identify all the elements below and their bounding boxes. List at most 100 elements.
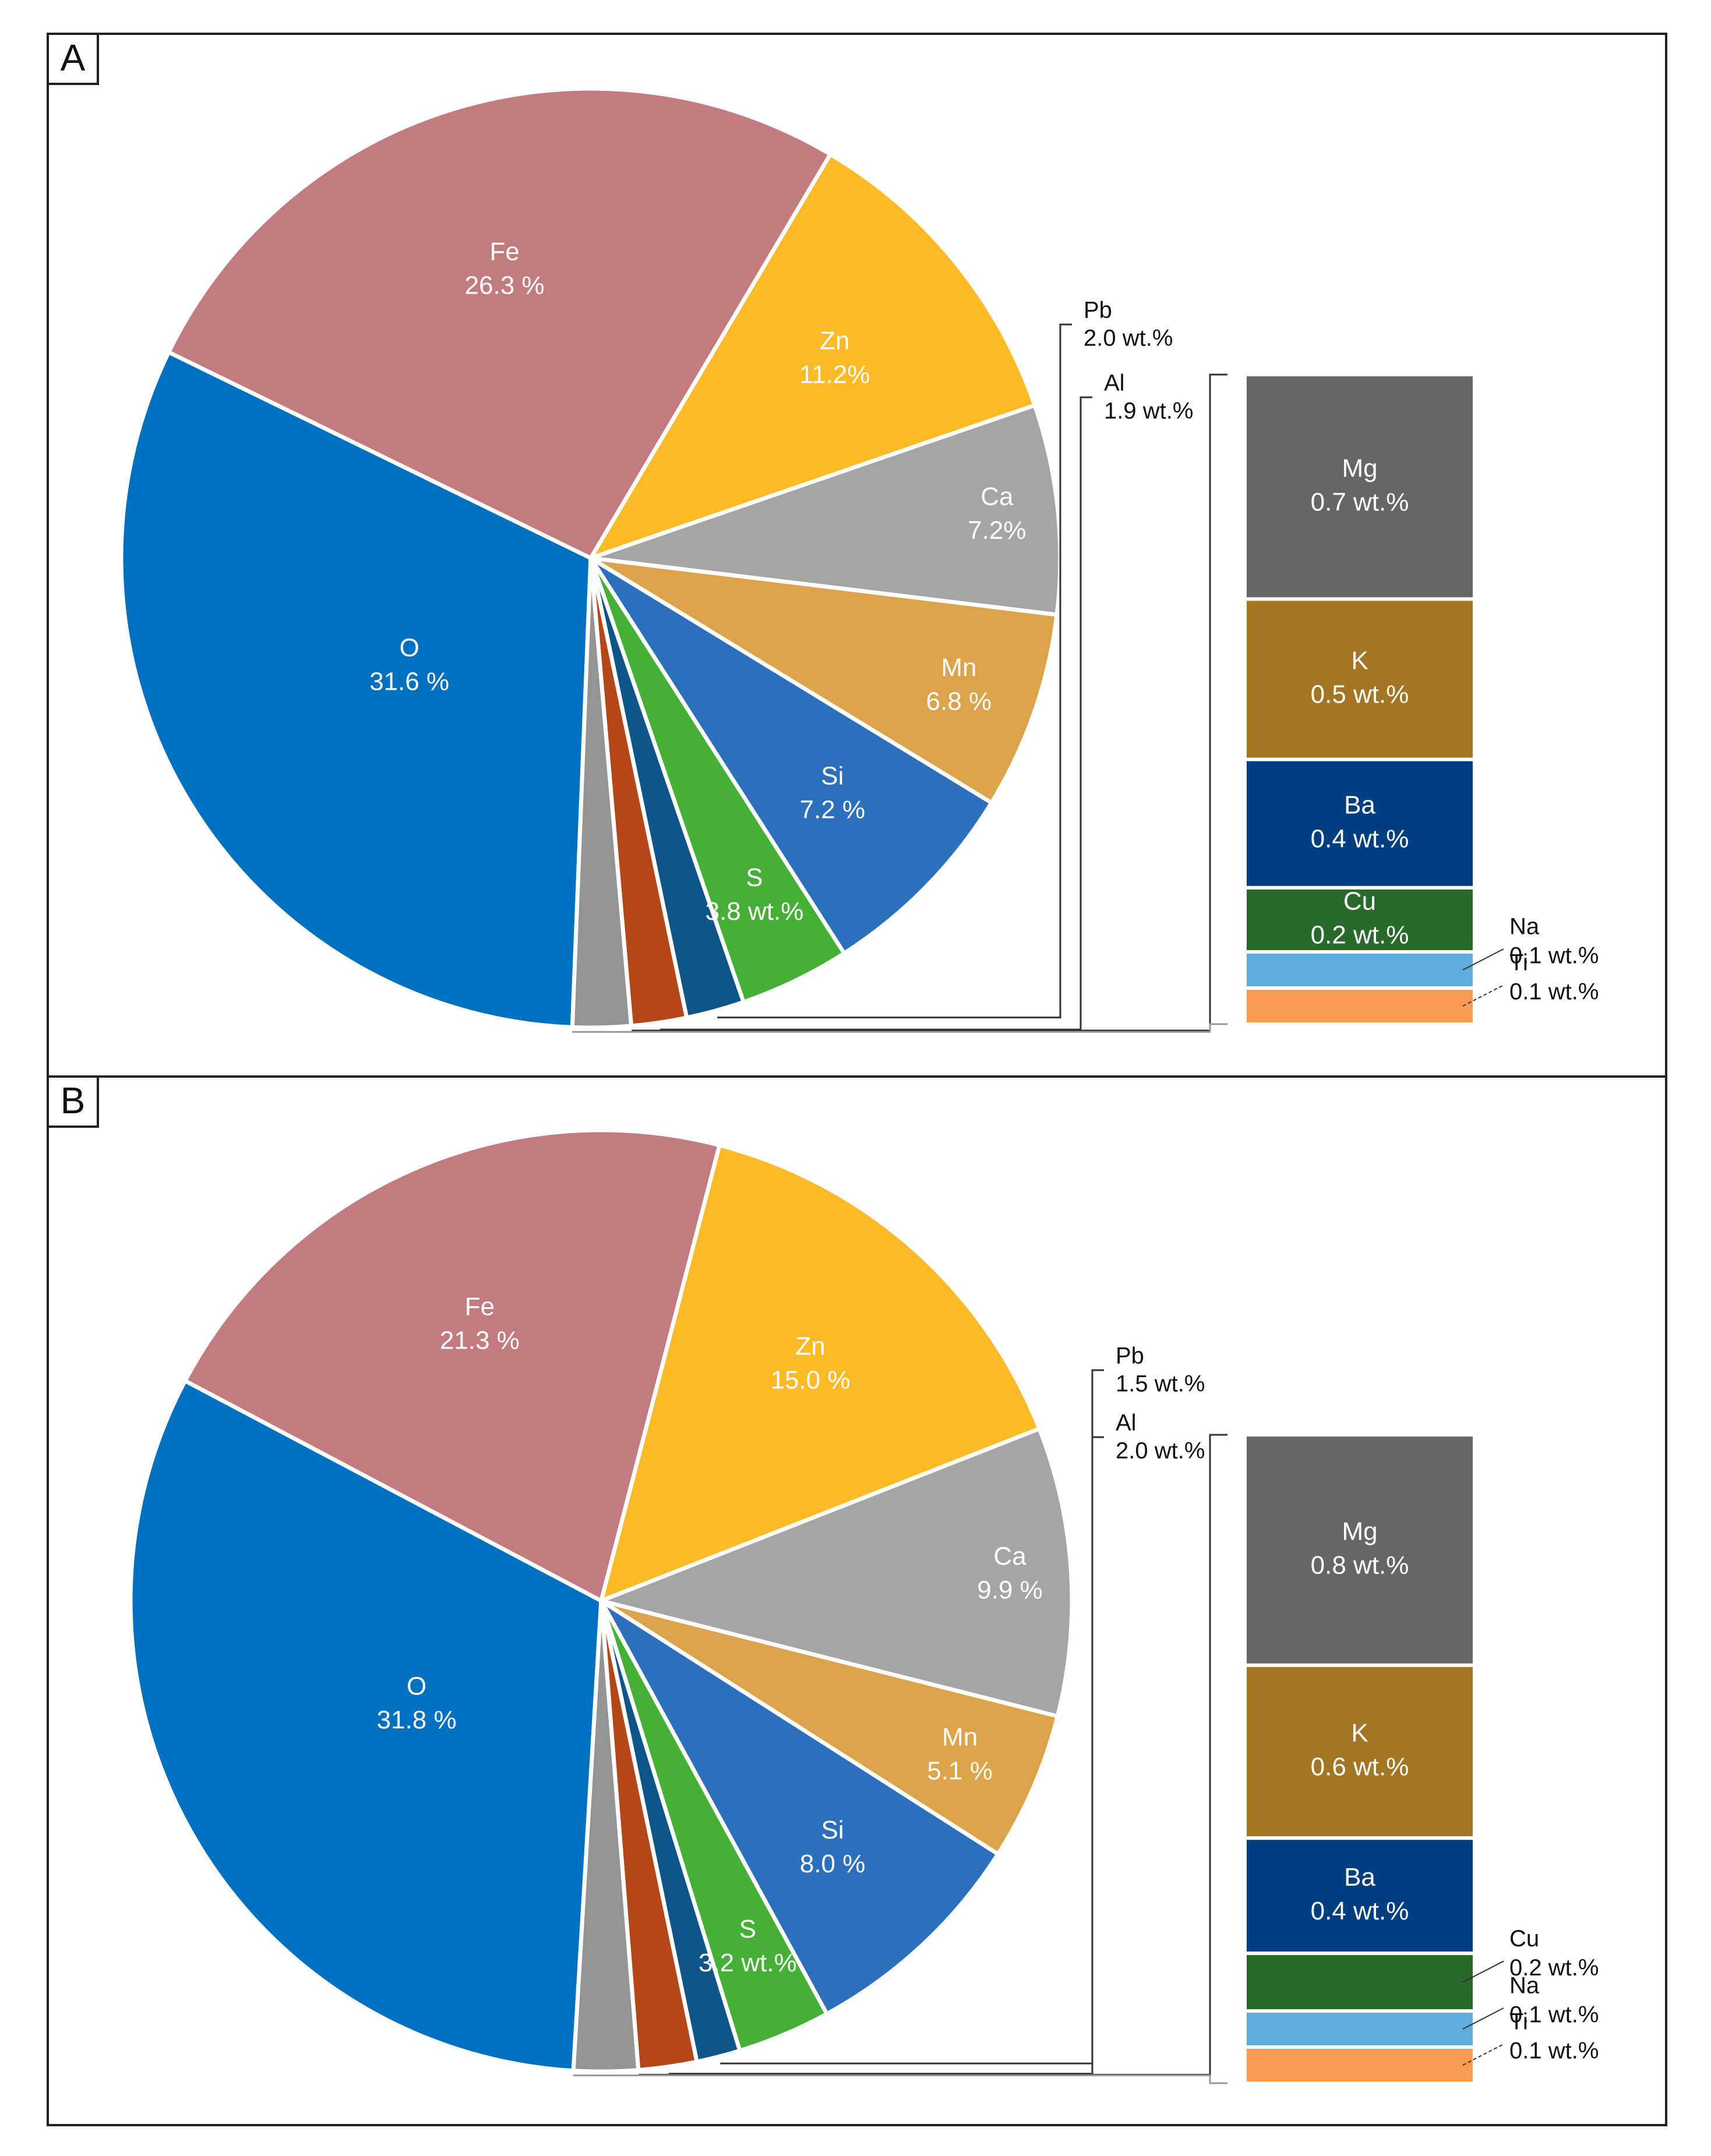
slice-value-mn: 6.8 % [926,687,992,715]
callout-line-al [660,396,1092,1031]
breakdown-leader-ti [1462,2044,1504,2066]
breakdown-name-ba: Ba [1344,1863,1375,1892]
slice-value-mn: 5.1 % [927,1757,993,1786]
breakdown-value-ba: 0.4 wt.% [1311,824,1409,853]
slice-value-s: 3.8 wt.% [705,897,804,926]
breakdown-name-na: Na [1509,914,1540,940]
callout-value-al: 1.9 wt.% [1104,398,1193,424]
breakdown-leader-ti [1462,985,1504,1007]
slice-value-zn: 11.2% [799,361,870,389]
slice-name-o: O [407,1672,426,1700]
callout-name-pb: Pb [1084,298,1112,323]
breakdown-value-k: 0.5 wt.% [1311,680,1409,709]
breakdown-value-na: 0.1 wt.% [1509,943,1599,969]
slice-name-mn: Mn [941,653,976,682]
slice-name-s: S [739,1915,756,1943]
breakdown-bar-na [1243,950,1476,990]
breakdown-bar-k [1243,1663,1476,1840]
breakdown-value-ti: 0.1 wt.% [1509,979,1599,1005]
callout-value-pb: 2.0 wt.% [1084,326,1173,351]
breakdown-name-cu: Cu [1509,1926,1539,1952]
pie-slice-s [588,556,846,1004]
pie-slice-zn [588,152,1037,560]
pie-slice-si [588,556,994,955]
callout-name-pb: Pb [1116,1343,1144,1369]
slice-name-o: O [400,634,419,662]
callout-name-al: Al [1104,370,1125,396]
panel-label: B [61,1079,86,1121]
slice-value-ca: 7.2% [968,516,1026,545]
panel-label: A [61,37,86,79]
breakdown-bar-cu [1243,1952,1476,2013]
bracket-line-upper [632,373,1227,1032]
callout-value-al: 2.0 wt.% [1116,1438,1205,1464]
breakdown-value-mg: 0.7 wt.% [1311,488,1409,516]
panel-a: A O 31.6 % Fe 26.3 % Zn 11.2% Ca 7.2% Mn 6.8 % Si 7.… [47,33,1599,1033]
slice-name-mn: Mn [942,1723,978,1752]
callout-name-al: Al [1116,1410,1137,1436]
slice-value-o: 31.8 % [377,1706,457,1734]
breakdown-leader-na [1462,948,1504,971]
panel-label-box [47,1075,99,1128]
slice-name-ca: Ca [993,1542,1026,1571]
slice-value-ca: 9.9 % [977,1576,1043,1604]
breakdown-name-mg: Mg [1342,1517,1377,1545]
breakdown-leader-cu [1462,1960,1504,1983]
slice-name-fe: Fe [465,1292,495,1321]
panel-b: B O 31.8 % Fe 21.3 % Zn 15.0 % Ca 9.9 % Mn 5.1 % Si… [47,1075,1599,2085]
pie-slice-mn [588,556,1059,805]
slice-value-si: 7.2 % [800,795,866,824]
slice-name-si: Si [821,1816,844,1844]
breakdown-name-ba: Ba [1344,791,1375,819]
breakdown-name-ti: Ti [1509,950,1528,976]
slice-value-o: 31.6 % [369,668,449,696]
breakdown-bar-ti [1243,986,1476,1026]
slice-value-fe: 26.3 % [465,271,545,299]
pie-slice-zn [599,1143,1042,1603]
slice-value-si: 8.0 % [800,1850,866,1878]
slice-value-s: 3.2 wt.% [698,1949,797,1977]
pie-slice-other [571,1599,641,2074]
pie-slice-other [570,556,634,1030]
breakdown-bar-mg [1243,373,1476,601]
pie-slice-fe [183,1128,722,1603]
breakdown-bar-na [1243,2009,1476,2049]
breakdown-value-cu: 0.2 wt.% [1311,921,1409,950]
breakdown-name-na: Na [1509,1973,1540,1999]
pie-slice-mn [599,1599,1060,1857]
slice-value-fe: 21.3 % [440,1326,520,1354]
breakdown-bar-k [1243,597,1476,761]
breakdown-bar-ba [1243,757,1476,890]
slice-name-ca: Ca [980,482,1014,511]
pie-slice-ca [588,403,1063,617]
breakdown-name-cu: Cu [1343,887,1376,916]
breakdown-value-ba: 0.4 wt.% [1311,1897,1409,1925]
breakdown-value-na: 0.1 wt.% [1509,2002,1599,2028]
callout-value-pb: 1.5 wt.% [1116,1371,1205,1397]
breakdown-name-ti: Ti [1509,2009,1528,2035]
breakdown-bar-cu [1243,885,1476,954]
breakdown-name-k: K [1351,647,1368,675]
callout-line-al [668,1436,1104,2075]
breakdown-value-cu: 0.2 wt.% [1509,1955,1599,1981]
slice-name-s: S [746,863,763,892]
breakdown-bar-mg [1243,1433,1476,1667]
panel-label-box [47,33,99,85]
breakdown-name-mg: Mg [1342,454,1377,482]
slice-name-zn: Zn [795,1332,825,1360]
pie-slice-fe [167,86,832,560]
bracket-line-lower [573,2074,1227,2084]
breakdown-bar-ti [1243,2045,1476,2085]
pie-slice-o [128,1378,604,2073]
slice-name-si: Si [821,761,844,790]
breakdown-leader-na [1462,2007,1504,2030]
slice-name-fe: Fe [489,237,519,266]
slice-value-zn: 15.0 % [771,1365,851,1394]
callout-line-pb [717,323,1072,1019]
breakdown-value-ti: 0.1 wt.% [1509,2038,1599,2064]
slice-name-zn: Zn [820,327,849,355]
breakdown-bar-ba [1243,1836,1476,1956]
pie-slice-si [599,1599,1000,2016]
